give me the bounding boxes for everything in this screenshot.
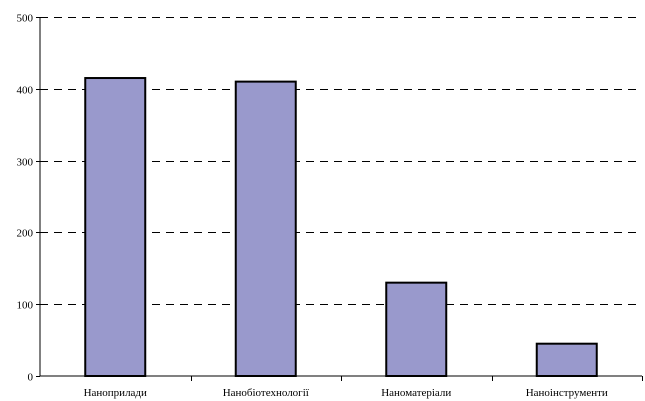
y-tick-label: 200 <box>17 228 34 240</box>
y-tick-label: 0 <box>28 372 34 384</box>
y-tick-label: 400 <box>17 85 34 97</box>
bar <box>385 281 448 377</box>
x-category-label: Наноматеріали <box>381 387 451 399</box>
y-tick-label: 300 <box>17 157 34 169</box>
bar <box>234 80 297 378</box>
bar <box>535 342 598 378</box>
x-category-label: Наноприлади <box>84 387 147 399</box>
y-ticks: 0 100 200 300 400 500 <box>17 13 40 384</box>
y-tick-label: 500 <box>17 13 34 25</box>
y-tick-label: 100 <box>17 300 34 312</box>
x-category-label: Наноінструменти <box>526 387 608 399</box>
bar <box>84 77 147 377</box>
x-ticks: Наноприлади Нанобіотехнології Наноматеріал… <box>84 376 643 399</box>
bars <box>84 77 598 378</box>
x-category-label: Нанобіотехнології <box>223 387 310 399</box>
